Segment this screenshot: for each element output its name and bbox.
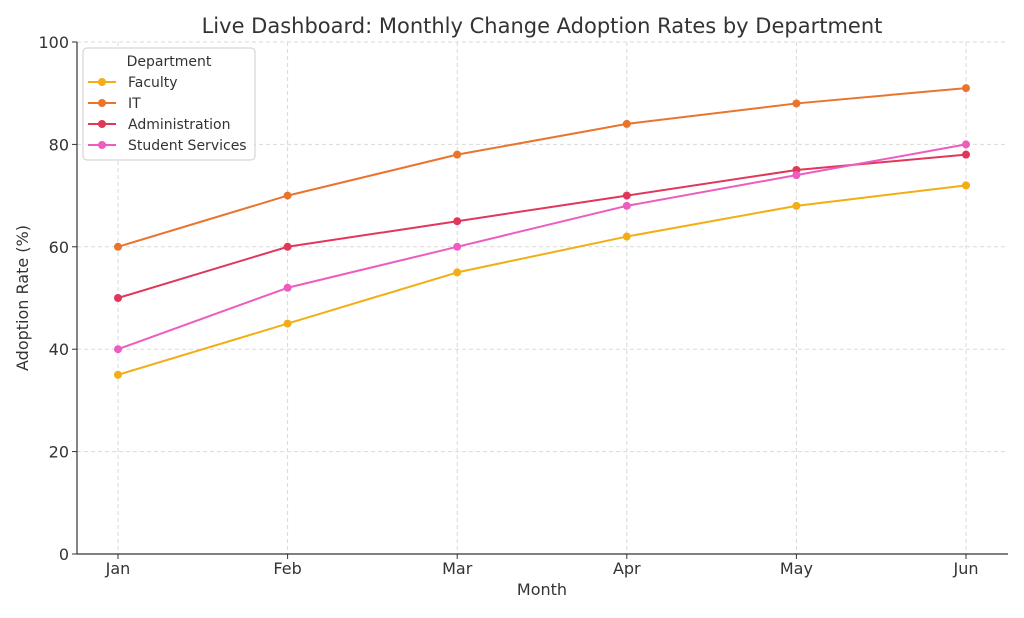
data-point — [453, 150, 462, 159]
data-point — [962, 181, 970, 190]
data-point — [622, 119, 631, 128]
series-line — [117, 153, 967, 299]
y-tick-label: 20 — [49, 443, 69, 462]
x-tick-label: Mar — [442, 559, 473, 578]
data-point — [962, 84, 970, 93]
y-tick-label: 40 — [49, 340, 69, 359]
series-group — [114, 84, 970, 251]
data-point — [792, 99, 801, 108]
y-axis-label: Adoption Rate (%) — [13, 225, 32, 371]
data-point — [283, 242, 292, 251]
series-line — [117, 87, 967, 248]
data-point — [114, 242, 122, 251]
legend-item: IT — [88, 96, 141, 112]
x-tick-label: Jan — [105, 559, 131, 578]
data-point — [622, 232, 631, 241]
chart-title: Live Dashboard: Monthly Change Adoption … — [202, 14, 883, 38]
data-point — [962, 150, 970, 159]
data-point — [114, 294, 122, 302]
legend-label: Administration — [128, 117, 230, 133]
legend-marker — [98, 78, 106, 86]
data-point — [622, 201, 631, 210]
legend-item: Faculty — [88, 75, 178, 91]
axes — [76, 42, 1008, 555]
x-tick-label: Feb — [273, 559, 301, 578]
data-point — [283, 319, 292, 328]
x-tick-label: May — [780, 559, 813, 578]
y-tick-label: 100 — [38, 33, 69, 52]
series-group — [114, 140, 970, 354]
legend-box — [82, 47, 256, 161]
data-point — [283, 191, 292, 200]
y-tick-label: 80 — [49, 135, 69, 154]
legend-label: Faculty — [128, 75, 178, 91]
series-line — [117, 184, 967, 376]
legend-label: IT — [128, 96, 141, 112]
data-point — [962, 140, 970, 149]
data-point — [114, 370, 122, 379]
legend-title: Department — [127, 54, 212, 70]
x-axis-label: Month — [517, 580, 567, 599]
legend-label: Student Services — [128, 138, 247, 154]
data-point — [453, 242, 462, 251]
legend-marker — [98, 120, 106, 128]
data-point — [283, 283, 292, 292]
legend-items: Faculty IT Administration Student Services — [88, 75, 247, 154]
x-tick-labels: Jan Feb Mar Apr May Jun — [105, 554, 979, 578]
y-tick-label: 0 — [59, 545, 69, 564]
x-tick-label: Apr — [613, 559, 641, 578]
data-point — [453, 217, 462, 226]
series-line — [117, 143, 967, 351]
data-point — [622, 191, 631, 200]
data-point — [114, 345, 122, 354]
data-point — [453, 268, 462, 277]
series-group — [114, 150, 970, 302]
y-tick-label: 60 — [49, 238, 69, 257]
legend-item: Administration — [88, 117, 230, 133]
legend-item: Student Services — [88, 138, 247, 154]
data-point — [792, 201, 801, 210]
x-tick-label: Jun — [953, 559, 979, 578]
y-tick-labels: 0 20 40 60 80 100 — [38, 33, 77, 564]
series-group — [114, 181, 970, 379]
legend: Department Faculty IT Administration Studen… — [82, 47, 256, 161]
legend-marker — [98, 99, 106, 107]
legend-marker — [98, 141, 106, 149]
series — [114, 84, 970, 379]
data-point — [792, 171, 801, 180]
